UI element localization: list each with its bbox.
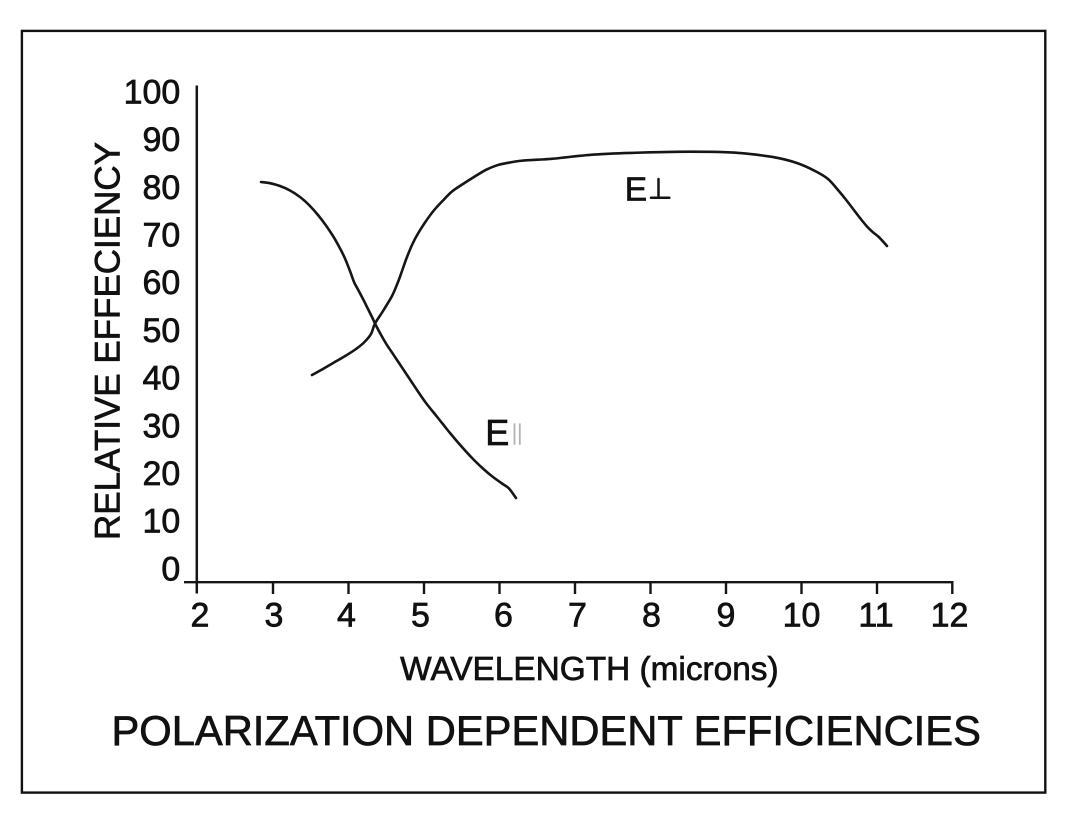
svg-text:12: 12 bbox=[931, 597, 969, 635]
svg-text:40: 40 bbox=[142, 360, 180, 398]
svg-text:3: 3 bbox=[265, 597, 284, 635]
svg-text:80: 80 bbox=[142, 169, 180, 207]
svg-text:9: 9 bbox=[717, 597, 736, 635]
svg-text:50: 50 bbox=[142, 312, 180, 350]
svg-text:10: 10 bbox=[783, 597, 821, 635]
svg-text:E: E bbox=[625, 171, 647, 208]
svg-text:8: 8 bbox=[642, 597, 661, 635]
svg-text:5: 5 bbox=[411, 597, 430, 635]
svg-text:POLARIZATION DEPENDENT EFFICIE: POLARIZATION DEPENDENT EFFICIENCIES bbox=[111, 707, 980, 754]
svg-text:11: 11 bbox=[858, 597, 893, 635]
svg-text:RELATIVE EFFECIENCY: RELATIVE EFFECIENCY bbox=[88, 142, 127, 540]
svg-text:6: 6 bbox=[494, 597, 513, 635]
svg-text:4: 4 bbox=[337, 597, 356, 635]
svg-text:60: 60 bbox=[142, 264, 180, 302]
svg-text:2: 2 bbox=[191, 597, 210, 635]
svg-text:0: 0 bbox=[161, 550, 180, 588]
svg-text:70: 70 bbox=[142, 217, 180, 255]
svg-text:WAVELENGTH (microns): WAVELENGTH (microns) bbox=[400, 651, 778, 688]
svg-text:90: 90 bbox=[142, 121, 180, 159]
svg-text:7: 7 bbox=[568, 597, 587, 635]
svg-text:E: E bbox=[485, 412, 509, 453]
svg-text:100: 100 bbox=[124, 73, 181, 111]
svg-text:20: 20 bbox=[142, 455, 180, 493]
svg-text:10: 10 bbox=[142, 503, 180, 541]
svg-text:30: 30 bbox=[142, 407, 180, 445]
